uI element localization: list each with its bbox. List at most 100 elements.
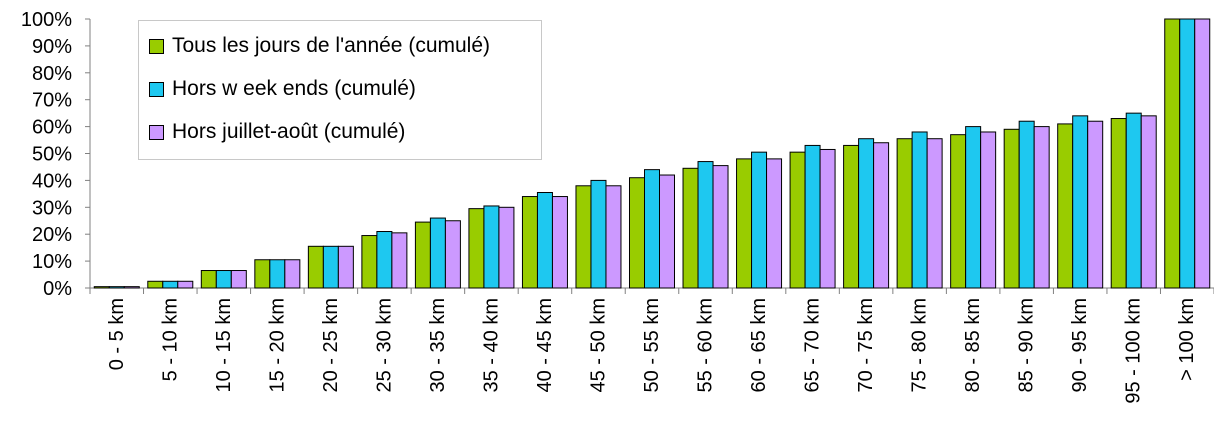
bar xyxy=(484,206,499,288)
x-tick-label: 40 - 45 km xyxy=(534,298,556,392)
x-tick-label: 0 - 5 km xyxy=(106,298,128,370)
x-tick-label: 65 - 70 km xyxy=(802,298,824,392)
x-tick-label: 75 - 80 km xyxy=(909,298,931,392)
bar xyxy=(606,186,621,288)
y-tick-label: 90% xyxy=(32,36,72,58)
y-tick-label: 80% xyxy=(32,63,72,85)
bar xyxy=(966,127,981,288)
bar xyxy=(178,281,193,288)
legend-swatch-excl-july-august xyxy=(149,125,164,140)
bar xyxy=(445,221,460,288)
bar xyxy=(148,281,163,288)
legend-item-excl-july-august: Hors juillet-août (cumulé) xyxy=(149,119,405,145)
bar xyxy=(1073,116,1088,288)
bar xyxy=(767,159,782,288)
bar xyxy=(874,143,889,288)
x-tick-label: 25 - 30 km xyxy=(373,298,395,392)
bar xyxy=(981,132,996,288)
bar xyxy=(1180,19,1195,288)
bar xyxy=(591,180,606,288)
bar xyxy=(552,197,567,288)
legend-label-weekdays: Hors w eek ends (cumulé) xyxy=(172,77,416,101)
bar xyxy=(698,162,713,288)
bar xyxy=(844,145,859,288)
bar xyxy=(1088,121,1103,288)
bar xyxy=(362,236,377,288)
y-tick-label: 10% xyxy=(32,251,72,273)
bar xyxy=(1058,124,1073,288)
bar xyxy=(752,152,767,288)
bar xyxy=(377,232,392,288)
bar xyxy=(790,152,805,288)
bar xyxy=(630,178,645,288)
bar xyxy=(660,175,675,288)
legend-label-excl-july-august: Hors juillet-août (cumulé) xyxy=(172,120,405,144)
bar xyxy=(94,287,109,288)
x-tick-label: 60 - 65 km xyxy=(748,298,770,392)
bar xyxy=(897,139,912,288)
bar xyxy=(537,193,552,288)
bar xyxy=(392,233,407,288)
bar xyxy=(713,166,728,288)
bar xyxy=(415,222,430,288)
bar xyxy=(737,159,752,288)
x-tick-label: > 100 km xyxy=(1176,298,1198,381)
bar xyxy=(576,186,591,288)
bar xyxy=(1195,19,1210,288)
bar xyxy=(255,260,270,288)
bar xyxy=(951,135,966,288)
bar xyxy=(859,139,874,288)
bar xyxy=(522,197,537,288)
x-tick-label: 20 - 25 km xyxy=(320,298,342,392)
x-tick-label: 55 - 60 km xyxy=(695,298,717,392)
x-tick-label: 10 - 15 km xyxy=(213,298,235,392)
bar xyxy=(163,281,178,288)
x-tick-label: 80 - 85 km xyxy=(962,298,984,392)
legend-swatch-all-days xyxy=(149,39,164,54)
bar xyxy=(499,207,514,288)
bar xyxy=(469,209,484,288)
x-tick-label: 15 - 20 km xyxy=(266,298,288,392)
bar xyxy=(1141,116,1156,288)
bar xyxy=(231,271,246,288)
x-tick-label: 50 - 55 km xyxy=(641,298,663,392)
x-tick-label: 30 - 35 km xyxy=(427,298,449,392)
legend-item-weekdays: Hors w eek ends (cumulé) xyxy=(149,76,416,102)
bar xyxy=(430,218,445,288)
y-tick-label: 30% xyxy=(32,197,72,219)
bar xyxy=(683,168,698,288)
bar xyxy=(270,260,285,288)
bar xyxy=(805,145,820,288)
x-tick-label: 70 - 75 km xyxy=(855,298,877,392)
bar xyxy=(1165,19,1180,288)
bar xyxy=(927,139,942,288)
bar xyxy=(645,170,660,288)
legend-item-all-days: Tous les jours de l'année (cumulé) xyxy=(149,33,490,59)
x-tick-label: 5 - 10 km xyxy=(159,298,181,381)
bar xyxy=(1126,113,1141,288)
x-tick-label: 90 - 95 km xyxy=(1069,298,1091,392)
chart-legend: Tous les jours de l'année (cumulé) Hors … xyxy=(138,20,542,160)
y-tick-label: 0% xyxy=(43,278,72,300)
y-tick-label: 100% xyxy=(21,9,72,31)
y-tick-label: 70% xyxy=(32,90,72,112)
bar xyxy=(820,149,835,288)
y-tick-label: 50% xyxy=(32,144,72,166)
legend-swatch-weekdays xyxy=(149,82,164,97)
bar xyxy=(285,260,300,288)
bar xyxy=(338,246,353,288)
legend-label-all-days: Tous les jours de l'année (cumulé) xyxy=(172,34,490,58)
bar xyxy=(109,287,124,288)
bar xyxy=(124,287,139,288)
bar xyxy=(1004,129,1019,288)
x-tick-label: 95 - 100 km xyxy=(1123,298,1145,404)
bar xyxy=(1019,121,1034,288)
y-tick-label: 40% xyxy=(32,170,72,192)
bar xyxy=(216,271,231,288)
bar xyxy=(323,246,338,288)
x-tick-label: 85 - 90 km xyxy=(1016,298,1038,392)
bar xyxy=(201,271,216,288)
x-tick-label: 35 - 40 km xyxy=(480,298,502,392)
bar xyxy=(1111,119,1126,288)
y-tick-label: 20% xyxy=(32,224,72,246)
